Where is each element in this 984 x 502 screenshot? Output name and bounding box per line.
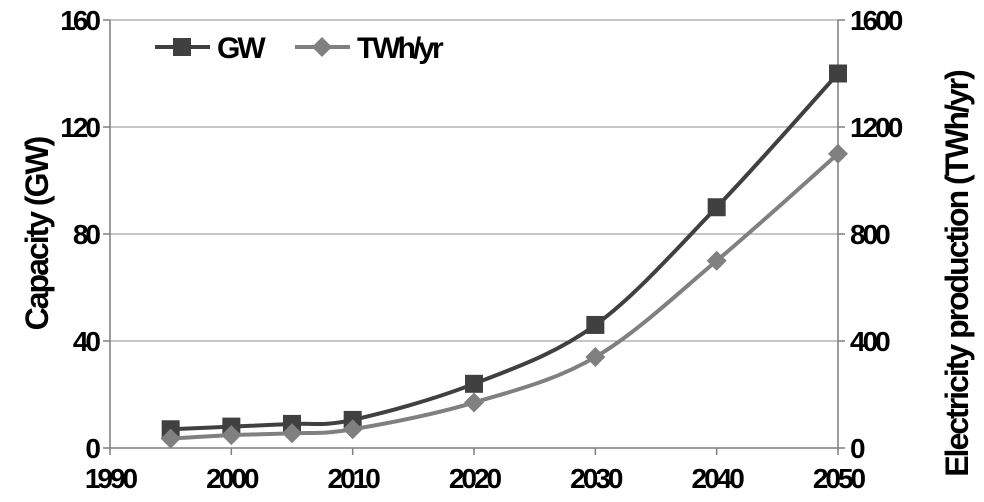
data-point-twh-yr xyxy=(160,428,181,449)
data-point-gw xyxy=(586,315,605,334)
x-tick-label: 2040 xyxy=(692,463,745,494)
x-tick-label: 1990 xyxy=(85,463,138,494)
y-left-tick-label: 0 xyxy=(85,433,100,464)
y-right-tick-label: 0 xyxy=(850,433,865,464)
x-tick-label: 2000 xyxy=(206,463,259,494)
y-left-tick-label: 160 xyxy=(60,5,100,36)
y-right-tick-label: 1600 xyxy=(850,5,903,36)
x-tick-label: 2010 xyxy=(328,463,381,494)
series-line-twh-yr xyxy=(170,152,840,441)
y-left-tick-label: 80 xyxy=(73,219,101,250)
y-right-tick-label: 800 xyxy=(850,219,890,250)
y-left-tick-label: 120 xyxy=(60,112,100,143)
legend-label-twh-yr: TWh/yr xyxy=(357,32,444,65)
data-point-twh-yr xyxy=(585,347,606,368)
x-tick-label: 2050 xyxy=(813,463,866,494)
data-point-twh-yr xyxy=(221,425,242,446)
y-right-tick-label: 400 xyxy=(850,326,890,357)
legend-marker-gw xyxy=(173,38,191,56)
data-point-twh-yr xyxy=(828,143,848,164)
x-tick-label: 2020 xyxy=(449,463,502,494)
y-left-tick-label: 40 xyxy=(73,326,101,357)
data-point-gw xyxy=(707,198,726,217)
y-right-tick-label: 1200 xyxy=(850,112,903,143)
x-tick-label: 2030 xyxy=(570,463,623,494)
legend-marker-twh-yr xyxy=(312,37,332,57)
data-point-twh-yr xyxy=(464,392,484,413)
data-point-twh-yr xyxy=(706,250,727,271)
legend-label-gw: GW xyxy=(217,32,266,65)
data-point-gw xyxy=(829,64,847,83)
data-point-gw xyxy=(465,374,483,393)
data-point-twh-yr xyxy=(342,419,363,440)
y-axis-left-title: Capacity (GW) xyxy=(19,136,55,330)
data-point-twh-yr xyxy=(282,423,302,444)
y-axis-right-title: Electricity production (TWh/yr) xyxy=(939,70,975,477)
